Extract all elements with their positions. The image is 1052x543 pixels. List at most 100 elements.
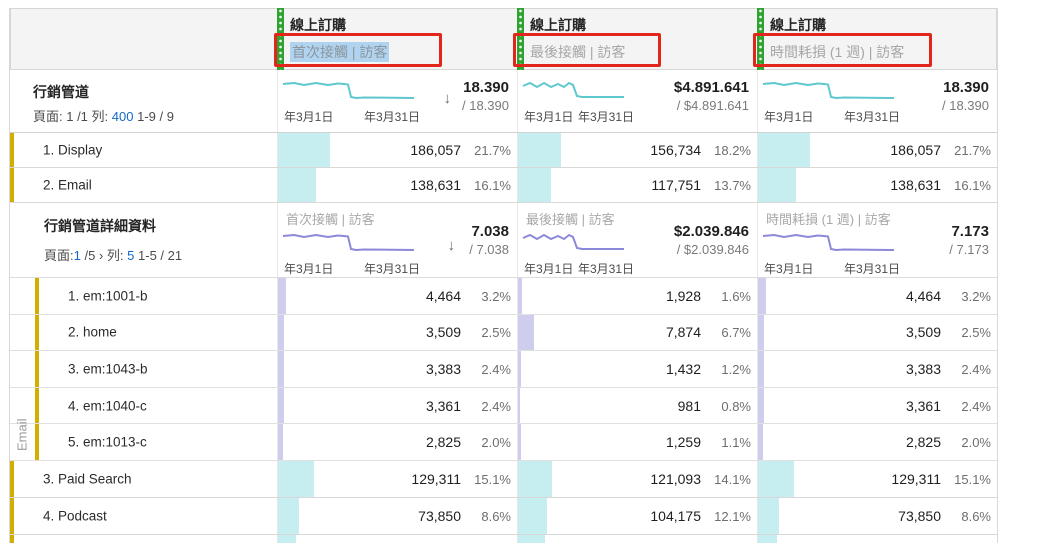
column-total: 7.038 / 7.038 bbox=[469, 223, 509, 257]
data-cell[interactable]: 1,432 1.2% bbox=[517, 351, 757, 387]
cell-percent: 12.1% bbox=[714, 509, 751, 524]
data-cell[interactable]: 7,874 6.7% bbox=[517, 314, 757, 351]
metric-name: 線上訂購 bbox=[530, 17, 586, 33]
date-end: 年3月31日 bbox=[844, 110, 901, 124]
row-label[interactable]: 1. Display bbox=[43, 142, 103, 158]
data-cell[interactable] bbox=[757, 535, 997, 543]
data-cell[interactable]: 3,383 2.4% bbox=[277, 351, 517, 387]
table-row[interactable]: 4. Podcast 73,850 8.6% 104,175 12.1% 73,85… bbox=[10, 498, 997, 535]
data-cell[interactable] bbox=[277, 535, 517, 543]
nested-table-row[interactable]: 4. em:1040-c 3,361 2.4% 981 0.8% 3,361 2.4% bbox=[10, 387, 997, 425]
data-cell[interactable]: 73,850 8.6% bbox=[757, 498, 997, 534]
data-cell[interactable]: 4,464 3.2% bbox=[757, 278, 997, 314]
cell-bar bbox=[518, 278, 522, 314]
data-cell[interactable]: 104,175 12.1% bbox=[517, 498, 757, 534]
data-cell[interactable]: 117,751 13.7% bbox=[517, 168, 757, 202]
row-label[interactable]: 4. Podcast bbox=[43, 508, 107, 524]
data-cell[interactable]: 138,631 16.1% bbox=[277, 168, 517, 202]
nested-pagination: 頁面:1 /5 › 列: 5 1-5 / 21 bbox=[44, 245, 182, 264]
sort-descending-icon[interactable]: ↓ bbox=[443, 90, 452, 107]
of-total-value: / 18.390 bbox=[462, 98, 509, 113]
row-label[interactable]: 2. Email bbox=[43, 177, 92, 193]
data-cell[interactable]: 186,057 21.7% bbox=[757, 133, 997, 167]
cell-value: 73,850 bbox=[418, 508, 461, 524]
cell-bar bbox=[758, 351, 764, 387]
metric-column-header-3[interactable]: 線上訂購 時間耗損 (1 週) | 訪客 bbox=[757, 8, 997, 70]
row-label[interactable]: 3. Paid Search bbox=[43, 471, 132, 487]
row-label[interactable]: 1. em:1001-b bbox=[68, 288, 148, 304]
column-drag-handle-icon[interactable] bbox=[277, 8, 284, 70]
date-start: 年3月1日 bbox=[764, 262, 814, 276]
data-cell[interactable]: 1,259 1.1% bbox=[517, 424, 757, 460]
data-cell[interactable]: 2,825 2.0% bbox=[757, 424, 997, 460]
data-cell[interactable]: 121,093 14.1% bbox=[517, 461, 757, 497]
segment-label: 首次接觸 | 訪客 bbox=[286, 212, 375, 227]
segment-chip[interactable]: 時間耗損 (1 週) | 訪客 bbox=[770, 44, 905, 60]
cell-percent: 2.0% bbox=[481, 435, 511, 451]
rows-per-page-link[interactable]: 400 bbox=[111, 109, 134, 124]
nested-table-row[interactable]: 3. em:1043-b 3,383 2.4% 1,432 1.2% 3,383 2.… bbox=[10, 351, 997, 388]
data-cell[interactable]: 138,631 16.1% bbox=[757, 168, 997, 202]
cell-value: 73,850 bbox=[898, 508, 941, 524]
nested-table-row[interactable]: 1. em:1001-b 4,464 3.2% 1,928 1.6% 4,464 3.… bbox=[10, 278, 997, 315]
column-total: 7.173 / 7.173 bbox=[949, 223, 989, 257]
nested-table-row[interactable]: 5. em:1013-c 2,825 2.0% 1,259 1.1% 2,825 2.… bbox=[10, 424, 997, 461]
cell-bar bbox=[758, 168, 797, 202]
data-cell[interactable]: 3,383 2.4% bbox=[757, 351, 997, 387]
table-row[interactable]: 2. Email 138,631 16.1% 117,751 13.7% 138,6… bbox=[10, 168, 997, 203]
annotation-box bbox=[753, 33, 932, 67]
column-drag-handle-icon[interactable] bbox=[757, 8, 764, 70]
metric-column-header-1[interactable]: 線上訂購 首次接觸 | 訪客 bbox=[277, 8, 517, 70]
pagination-text: /5 bbox=[84, 248, 96, 263]
row-accent-strip bbox=[35, 424, 39, 460]
data-cell[interactable]: 129,311 15.1% bbox=[277, 461, 517, 497]
table-row[interactable]: 1. Display 186,057 21.7% 156,734 18.2% 186… bbox=[10, 133, 997, 168]
pagination-range: 1-9 / 9 bbox=[137, 109, 174, 124]
rows-per-page-link[interactable]: 5 bbox=[127, 248, 135, 263]
trend-sparkline bbox=[282, 81, 415, 100]
cell-value: 186,057 bbox=[410, 142, 461, 158]
segment-chip[interactable]: 首次接觸 | 訪客 bbox=[290, 42, 390, 62]
table-row[interactable]: 3. Paid Search 129,311 15.1% 121,093 14.1%… bbox=[10, 461, 997, 498]
metric-column-header-2[interactable]: 線上訂購 最後接觸 | 訪客 bbox=[517, 8, 757, 70]
row-label[interactable]: 5. em:1013-c bbox=[68, 434, 147, 450]
data-cell[interactable]: 186,057 21.7% bbox=[277, 133, 517, 167]
cell-percent: 21.7% bbox=[954, 143, 991, 158]
data-cell[interactable]: 3,509 2.5% bbox=[277, 314, 517, 351]
total-value: 18.390 bbox=[463, 79, 509, 96]
cell-percent: 2.0% bbox=[961, 435, 991, 451]
cell-percent: 2.4% bbox=[481, 398, 511, 414]
table-row-partial[interactable] bbox=[10, 535, 997, 543]
data-cell[interactable]: 129,311 15.1% bbox=[757, 461, 997, 497]
data-cell[interactable]: 3,509 2.5% bbox=[757, 314, 997, 351]
outer-table-summary-row: 行銷管道 頁面: 1 /1 列: 400 1-9 / 9 年3月1日 年3月31… bbox=[10, 70, 997, 133]
nested-table-row[interactable]: 2. home 3,509 2.5% 7,874 6.7% 3,509 2.5% bbox=[10, 314, 997, 352]
segment-label: 最後接觸 | 訪客 bbox=[526, 212, 615, 227]
table-title: 行銷管道 bbox=[33, 84, 89, 100]
row-label[interactable]: 2. home bbox=[68, 324, 117, 340]
data-cell[interactable]: 156,734 18.2% bbox=[517, 133, 757, 167]
cell-percent: 2.4% bbox=[481, 361, 511, 377]
data-cell[interactable]: 4,464 3.2% bbox=[277, 278, 517, 314]
data-cell[interactable] bbox=[517, 535, 757, 543]
data-cell[interactable]: 2,825 2.0% bbox=[277, 424, 517, 460]
next-page-chevron-icon[interactable]: › bbox=[98, 248, 104, 263]
row-label[interactable]: 3. em:1043-b bbox=[68, 361, 148, 377]
cell-bar bbox=[758, 387, 764, 424]
column-header-band bbox=[10, 8, 997, 70]
data-cell[interactable]: 1,928 1.6% bbox=[517, 278, 757, 314]
data-cell[interactable]: 981 0.8% bbox=[517, 387, 757, 424]
data-cell[interactable]: 3,361 2.4% bbox=[757, 387, 997, 424]
cell-value: 1,259 bbox=[665, 434, 701, 451]
column-total: 18.390 / 18.390 bbox=[942, 79, 989, 113]
segment-chip[interactable]: 最後接觸 | 訪客 bbox=[530, 44, 626, 60]
of-total-value: / 7.038 bbox=[469, 242, 509, 257]
sort-descending-icon[interactable]: ↓ bbox=[447, 237, 456, 254]
metric-name: 線上訂購 bbox=[770, 17, 826, 33]
data-cell[interactable]: 73,850 8.6% bbox=[277, 498, 517, 534]
row-label[interactable]: 4. em:1040-c bbox=[68, 398, 147, 414]
data-cell[interactable]: 3,361 2.4% bbox=[277, 387, 517, 424]
cell-bar bbox=[278, 351, 284, 387]
page-link[interactable]: 1 bbox=[73, 248, 81, 263]
column-drag-handle-icon[interactable] bbox=[517, 8, 524, 70]
